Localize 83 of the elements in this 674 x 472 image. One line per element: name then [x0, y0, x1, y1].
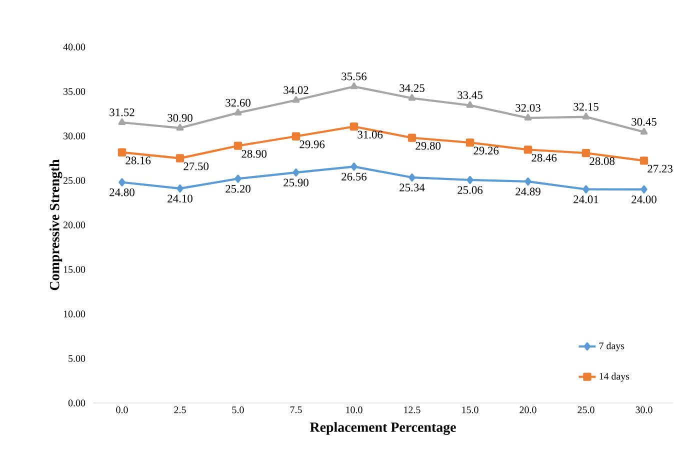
x-tick-label: 5.0: [232, 406, 244, 414]
data-label: 24.00: [632, 196, 656, 204]
point: [524, 177, 532, 186]
x-tick-label: 15.0: [462, 406, 478, 414]
point: [234, 174, 242, 183]
point: [582, 185, 590, 194]
y-tick-label: 10.00: [64, 310, 86, 318]
y-tick-label: 20.00: [64, 222, 86, 228]
point: [292, 168, 300, 177]
data-label: 25.06: [458, 186, 483, 194]
point: [350, 122, 358, 131]
point: [640, 128, 648, 135]
y-tick-label: 5.00: [68, 355, 86, 362]
y-axis-title: Compressive Strength: [49, 159, 62, 290]
point: [466, 101, 474, 108]
y-tick-label: 40.00: [63, 44, 86, 50]
point: [234, 142, 242, 150]
y-tick-label: 15.00: [64, 266, 86, 273]
point: [408, 134, 416, 142]
data-label: 32.15: [574, 102, 598, 111]
data-label: 27.50: [184, 162, 209, 170]
data-label: 25.90: [284, 178, 308, 186]
data-label: 24.80: [110, 188, 134, 196]
data-label: 35.56: [342, 72, 367, 80]
point: [176, 184, 184, 193]
point: [524, 114, 532, 121]
data-label: 32.03: [516, 104, 540, 112]
y-tick-label: 30.00: [64, 132, 86, 140]
x-tick-label: 2.5: [174, 406, 186, 414]
x-tick-label: 30.0: [636, 406, 652, 414]
data-label: 31.06: [358, 130, 383, 139]
data-label: 31.52: [110, 108, 134, 116]
data-label: 34.02: [284, 86, 308, 94]
point: [118, 178, 126, 186]
x-tick-label: 0.0: [116, 406, 128, 414]
data-label: 25.34: [400, 184, 425, 192]
x-tick-label: 12.5: [404, 406, 420, 414]
point: [350, 82, 358, 90]
data-label: 27.23: [648, 164, 673, 173]
data-label: 28.16: [126, 156, 151, 164]
data-label: 30.45: [632, 118, 656, 126]
x-axis-title: Replacement Percentage: [310, 422, 456, 435]
data-label: 29.26: [474, 146, 499, 155]
legend-label: 14 days: [600, 372, 630, 382]
legend-label: 7 days: [599, 342, 624, 352]
point: [176, 124, 184, 131]
data-label: 28.08: [590, 157, 615, 166]
y-tick-label: 0.00: [68, 400, 86, 406]
point: [466, 176, 474, 184]
data-label: 26.56: [342, 172, 367, 181]
point: [408, 94, 416, 101]
point: [466, 138, 474, 147]
data-label: 24.01: [574, 196, 598, 204]
point: [118, 148, 126, 156]
point: [640, 156, 648, 165]
data-label: 29.96: [300, 140, 325, 148]
data-label: 34.25: [400, 84, 424, 92]
point: [118, 118, 126, 126]
point: [640, 185, 648, 194]
data-label: 29.80: [416, 142, 441, 150]
x-tick-label: 25.0: [578, 406, 594, 414]
point: [292, 96, 300, 103]
data-label: 33.45: [458, 91, 482, 100]
data-label: 25.20: [226, 184, 250, 193]
x-tick-label: 20.0: [520, 406, 536, 414]
data-label: 32.60: [226, 98, 250, 107]
data-label: 30.90: [168, 114, 192, 122]
point: [408, 173, 416, 182]
x-tick-label: 10.0: [346, 406, 362, 414]
point: [292, 132, 300, 140]
data-label: 28.90: [242, 150, 267, 158]
data-label: 24.89: [516, 188, 540, 196]
y-tick-label: 35.00: [64, 88, 86, 95]
data-label: 24.10: [168, 194, 192, 202]
point: [582, 149, 590, 158]
point: [524, 146, 532, 154]
point: [350, 162, 358, 171]
x-tick-label: 7.5: [290, 406, 302, 414]
y-tick-label: 25.00: [64, 177, 86, 184]
point: [234, 108, 242, 116]
data-label: 28.46: [532, 154, 557, 162]
point: [176, 154, 184, 162]
point: [582, 112, 590, 120]
